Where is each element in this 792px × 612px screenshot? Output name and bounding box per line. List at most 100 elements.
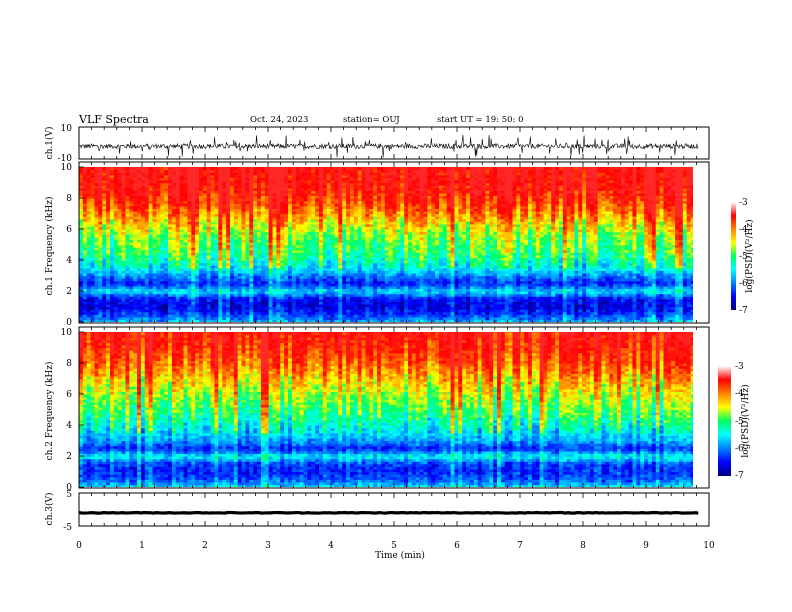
spectrogram-cell xyxy=(175,275,181,279)
spectrogram-cell xyxy=(226,275,231,279)
spectrogram-cell xyxy=(438,252,444,256)
spectrogram-cell xyxy=(253,257,258,261)
spectrogram-cell xyxy=(508,241,514,246)
spectrogram-cell xyxy=(454,303,459,308)
spectrogram-cell xyxy=(140,252,146,256)
spectrogram-cell xyxy=(384,283,390,287)
spectrogram-cell xyxy=(357,314,363,318)
spectrogram-cell xyxy=(237,303,243,308)
spectrogram-cell xyxy=(280,272,285,277)
spectrogram-cell xyxy=(473,241,479,246)
spectrogram-cell xyxy=(125,288,130,292)
spectrogram-cell xyxy=(218,319,223,322)
spectrogram-cell xyxy=(198,316,204,321)
spectrogram-cell xyxy=(249,319,254,322)
spectrogram-cell xyxy=(377,298,382,302)
spectrogram-cell xyxy=(260,316,266,321)
spectrogram-cell xyxy=(229,293,235,297)
spectrogram-cell xyxy=(473,247,479,251)
spectrogram-cell xyxy=(284,285,289,290)
spectrogram-cell xyxy=(644,260,649,264)
spectrogram-cell xyxy=(195,247,200,251)
spectrogram-cell xyxy=(694,314,698,317)
spectrogram-cell xyxy=(288,254,293,259)
spectrogram-cell xyxy=(218,278,223,282)
spectrogram-cell xyxy=(222,257,227,261)
spectrogram-cell xyxy=(566,272,572,277)
spectrogram-cell xyxy=(469,241,475,246)
spectrogram-cell xyxy=(276,252,281,256)
spectrogram-cell xyxy=(586,260,591,264)
spectrogram-cell xyxy=(315,314,320,318)
spectrogram-cell xyxy=(671,257,676,261)
spectrogram-cell xyxy=(183,314,188,318)
spectrogram-cell xyxy=(558,311,564,315)
spectrogram-cell xyxy=(346,252,351,256)
spectrogram-cell xyxy=(137,285,142,290)
spectrogram-cell xyxy=(144,301,150,305)
spectrogram-cell xyxy=(438,257,444,261)
spectrogram-cell xyxy=(384,275,390,279)
spectrogram-cell xyxy=(485,272,490,277)
spectrogram-cell xyxy=(493,262,498,266)
spectrogram-cell xyxy=(117,278,123,282)
spectrogram-cell xyxy=(508,244,514,248)
spectrogram-cell xyxy=(195,298,200,302)
spectrogram-cell xyxy=(117,260,123,264)
spectrogram-cell xyxy=(613,257,618,261)
spectrogram-cell xyxy=(574,293,579,297)
spectrogram-cell xyxy=(686,296,692,300)
spectrogram-cell xyxy=(129,278,134,282)
spectrogram-cell xyxy=(617,267,622,271)
spectrogram-cell xyxy=(260,291,266,295)
spectrogram-cell xyxy=(435,316,440,321)
spectrogram-cell xyxy=(90,296,96,300)
spectrogram-cell xyxy=(617,265,622,269)
spectrogram-cell xyxy=(427,247,432,251)
spectrogram-cell xyxy=(334,316,339,321)
spectrogram-cell xyxy=(678,280,684,284)
spectrogram-cell xyxy=(671,254,676,259)
spectrogram-cell xyxy=(102,311,107,315)
spectrogram-cell xyxy=(531,319,537,322)
spectrogram-cell xyxy=(659,316,665,321)
spectrogram-cell xyxy=(636,303,641,308)
spectrogram-cell xyxy=(156,298,161,302)
spectrogram-cell xyxy=(311,309,316,313)
spectrogram-cell xyxy=(357,270,363,274)
spectrogram-cell xyxy=(415,244,421,248)
spectrogram-cell xyxy=(551,265,556,269)
spectrogram-cell xyxy=(531,272,537,277)
spectrogram-cell xyxy=(183,280,188,284)
spectrogram-cell xyxy=(183,257,188,261)
spectrogram-cell xyxy=(144,288,150,292)
spectrogram-cell xyxy=(168,244,173,248)
spectrogram-cell xyxy=(632,278,637,282)
spectrogram-cell xyxy=(632,265,637,269)
spectrogram-cell xyxy=(555,296,560,300)
spectrogram-cell xyxy=(334,241,339,246)
spectrogram-cell xyxy=(365,272,370,277)
spectrogram-cell xyxy=(446,249,452,253)
spectrogram-cell xyxy=(160,316,165,321)
spectrogram-cell xyxy=(257,309,262,313)
spectrogram-cell xyxy=(260,298,266,302)
spectrogram-cell xyxy=(485,316,490,321)
spectrogram-cell xyxy=(415,314,421,318)
spectrogram-cell xyxy=(473,265,479,269)
spectrogram-cell xyxy=(489,301,494,305)
spectrogram-cell xyxy=(458,285,463,290)
spectrogram-cell xyxy=(330,319,336,322)
spectrogram-cell xyxy=(353,241,359,246)
spectrogram-cell xyxy=(555,254,560,259)
spectrogram-cell xyxy=(469,316,475,321)
spectrogram-cell xyxy=(450,319,456,322)
spectrogram-cell xyxy=(535,280,541,284)
spectrogram-cell xyxy=(516,280,521,284)
spectrogram-cell xyxy=(346,298,351,302)
spectrogram-cell xyxy=(175,272,181,277)
spectrogram-cell xyxy=(469,288,475,292)
spectrogram-cell xyxy=(257,291,262,295)
spectrogram-cell xyxy=(179,311,185,315)
spectrogram-cell xyxy=(117,319,123,322)
